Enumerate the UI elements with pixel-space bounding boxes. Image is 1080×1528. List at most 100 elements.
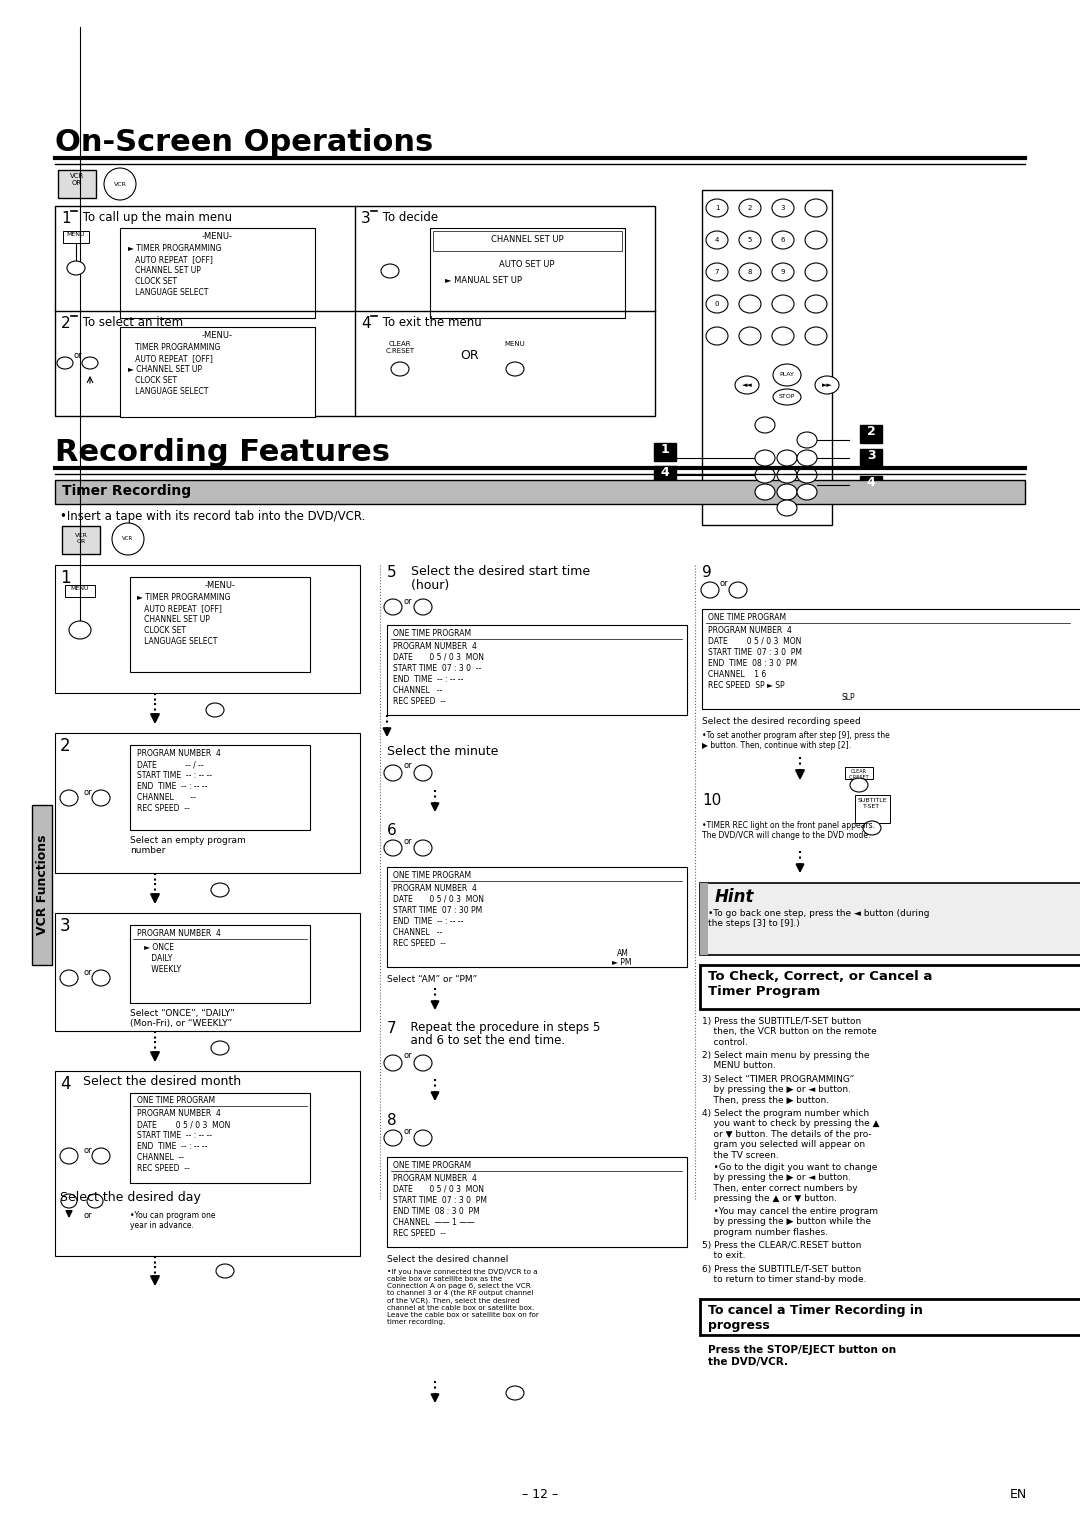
Text: DATE        0 5 / 0 3  MON: DATE 0 5 / 0 3 MON — [137, 1120, 230, 1129]
Ellipse shape — [57, 358, 73, 368]
Bar — [130, 578, 310, 672]
Ellipse shape — [863, 821, 881, 834]
Text: Select “ONCE”, “DAILY”
(Mon-Fri), or “WEEKLY”: Select “ONCE”, “DAILY” (Mon-Fri), or “WE… — [130, 1008, 234, 1028]
Text: TIMER PROGRAMMING: TIMER PROGRAMMING — [129, 342, 220, 351]
Text: Select the desired recording speed: Select the desired recording speed — [702, 717, 861, 726]
Bar — [860, 449, 882, 468]
Text: DATE            -- / --: DATE -- / -- — [137, 759, 204, 769]
Text: 1) Press the SUBTITLE/T-SET button
    then, the VCR button on the remote
    co: 1) Press the SUBTITLE/T-SET button then,… — [702, 1018, 877, 1047]
Text: ONE TIME PROGRAM: ONE TIME PROGRAM — [393, 630, 471, 639]
Bar — [55, 565, 360, 694]
Text: ONE TIME PROGRAM: ONE TIME PROGRAM — [393, 871, 471, 880]
Text: 4: 4 — [715, 237, 719, 243]
Ellipse shape — [381, 264, 399, 278]
Text: MENU: MENU — [67, 232, 85, 237]
Ellipse shape — [67, 261, 85, 275]
Text: REC SPEED  --: REC SPEED -- — [393, 1229, 446, 1238]
Circle shape — [112, 523, 144, 555]
Text: or: or — [83, 969, 92, 976]
Ellipse shape — [772, 263, 794, 281]
Ellipse shape — [805, 263, 827, 281]
Ellipse shape — [805, 231, 827, 249]
Bar — [55, 480, 1025, 504]
Ellipse shape — [739, 327, 761, 345]
Ellipse shape — [384, 766, 402, 781]
Text: 10: 10 — [702, 793, 721, 808]
Text: DATE       0 5 / 0 3  MON: DATE 0 5 / 0 3 MON — [393, 895, 484, 905]
Text: END  TIME  -- : -- --: END TIME -- : -- -- — [393, 917, 463, 926]
Ellipse shape — [414, 1054, 432, 1071]
Text: START TIME  07 : 3 0  PM: START TIME 07 : 3 0 PM — [708, 648, 802, 657]
Text: Select “AM” or “PM”: Select “AM” or “PM” — [387, 975, 477, 984]
Ellipse shape — [414, 766, 432, 781]
Ellipse shape — [797, 432, 816, 448]
Bar — [120, 327, 315, 417]
Bar — [120, 228, 315, 318]
Text: •You may cancel the entire program
    by pressing the ▶ button while the
    pr: •You may cancel the entire program by pr… — [702, 1207, 878, 1236]
Text: CHANNEL SET UP: CHANNEL SET UP — [490, 235, 564, 244]
Text: WEEKLY: WEEKLY — [137, 966, 181, 973]
Ellipse shape — [92, 1148, 110, 1164]
Text: or: or — [720, 579, 729, 588]
Ellipse shape — [60, 1148, 78, 1164]
Bar — [130, 1093, 310, 1183]
Bar — [65, 585, 95, 597]
Text: ONE TIME PROGRAM: ONE TIME PROGRAM — [708, 613, 786, 622]
Bar — [860, 425, 882, 443]
Bar — [32, 805, 52, 966]
Text: CHANNEL  --: CHANNEL -- — [137, 1154, 184, 1161]
Text: PROGRAM NUMBER  4: PROGRAM NUMBER 4 — [393, 642, 477, 651]
Text: 6: 6 — [387, 824, 396, 837]
Ellipse shape — [391, 362, 409, 376]
Ellipse shape — [755, 417, 775, 432]
Ellipse shape — [706, 327, 728, 345]
Text: or: or — [403, 1128, 411, 1135]
Text: 7: 7 — [715, 269, 719, 275]
Bar — [130, 924, 310, 1002]
Ellipse shape — [384, 599, 402, 614]
Text: 5: 5 — [747, 237, 752, 243]
Ellipse shape — [60, 1193, 77, 1209]
Text: 6) Press the SUBTITLE/T-SET button
    to return to timer stand-by mode.: 6) Press the SUBTITLE/T-SET button to re… — [702, 1265, 866, 1285]
Text: DATE       0 5 / 0 3  MON: DATE 0 5 / 0 3 MON — [393, 652, 484, 662]
Text: 7: 7 — [387, 1021, 396, 1036]
Ellipse shape — [82, 358, 98, 368]
Ellipse shape — [772, 327, 794, 345]
Text: CHANNEL SET UP: CHANNEL SET UP — [137, 614, 210, 623]
Text: Select the desired day: Select the desired day — [60, 1190, 201, 1204]
Bar — [845, 767, 873, 779]
Text: DATE       0 5 / 0 3  MON: DATE 0 5 / 0 3 MON — [393, 1186, 484, 1193]
Ellipse shape — [60, 790, 78, 805]
Text: LANGUAGE SELECT: LANGUAGE SELECT — [129, 287, 208, 296]
Text: or: or — [403, 761, 411, 770]
Bar — [702, 610, 1080, 709]
Text: PROGRAM NUMBER  4: PROGRAM NUMBER 4 — [137, 749, 221, 758]
Text: LANGUAGE SELECT: LANGUAGE SELECT — [129, 387, 208, 396]
Text: START TIME  07 : 3 0  PM: START TIME 07 : 3 0 PM — [393, 1196, 487, 1206]
Text: or: or — [83, 1212, 92, 1219]
Text: ► MANUAL SET UP: ► MANUAL SET UP — [445, 277, 522, 286]
Ellipse shape — [772, 295, 794, 313]
Text: or: or — [403, 837, 411, 847]
Ellipse shape — [60, 970, 78, 986]
Text: 5: 5 — [387, 565, 396, 581]
Circle shape — [104, 168, 136, 200]
Text: CHANNEL   --: CHANNEL -- — [393, 927, 443, 937]
Text: END TIME  08 : 3 0  PM: END TIME 08 : 3 0 PM — [393, 1207, 480, 1216]
Ellipse shape — [805, 295, 827, 313]
Text: 0: 0 — [715, 301, 719, 307]
Bar — [430, 228, 625, 318]
Bar — [130, 746, 310, 830]
Text: END  TIME  08 : 3 0  PM: END TIME 08 : 3 0 PM — [708, 659, 797, 668]
Bar — [55, 914, 360, 1031]
Ellipse shape — [755, 451, 775, 466]
Text: VCR
OR: VCR OR — [75, 533, 87, 544]
Ellipse shape — [797, 451, 816, 466]
Text: PROGRAM NUMBER  4: PROGRAM NUMBER 4 — [137, 1109, 221, 1118]
Text: •To go back one step, press the ◄ button (during
the steps [3] to [9].): •To go back one step, press the ◄ button… — [708, 909, 930, 929]
Ellipse shape — [87, 1193, 103, 1209]
Ellipse shape — [777, 500, 797, 516]
Text: START TIME  -- : -- --: START TIME -- : -- -- — [137, 772, 212, 779]
Text: OR: OR — [460, 348, 478, 362]
Text: ►►: ►► — [822, 382, 833, 388]
